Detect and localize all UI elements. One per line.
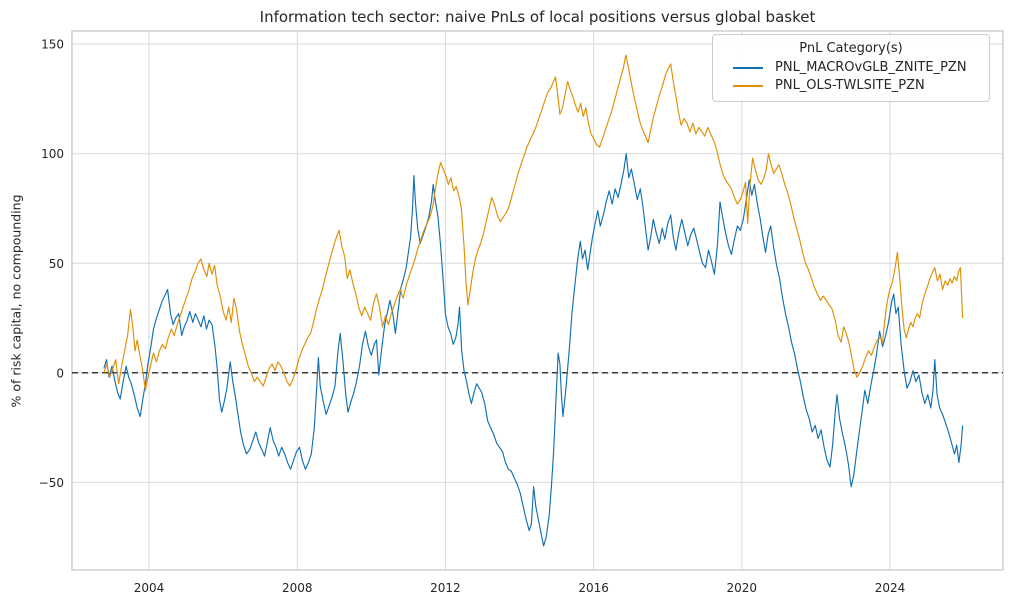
x-tick-label: 2004 [134, 581, 165, 595]
plot-border [71, 30, 1004, 571]
x-tick-label: 2024 [875, 581, 906, 595]
legend-title: PnL Category(s) [799, 41, 903, 56]
legend-entry: PNL_OLS-TWLSITE_PZN [723, 78, 979, 93]
legend-line-swatch-orange [733, 84, 763, 87]
legend-label: PNL_OLS-TWLSITE_PZN [775, 78, 925, 93]
y-tick-label: 0 [56, 366, 64, 380]
legend: PnL Category(s) PNL_MACROvGLB_ZNITE_PZN … [712, 34, 990, 102]
y-tick-label: 50 [49, 257, 64, 271]
legend-entry: PNL_MACROvGLB_ZNITE_PZN [723, 60, 979, 75]
chart-title: Information tech sector: naive PnLs of l… [259, 8, 816, 26]
x-tick-label: 2012 [430, 581, 461, 595]
x-tick-label: 2016 [578, 581, 609, 595]
y-tick-label: −50 [39, 476, 64, 490]
legend-label: PNL_MACROvGLB_ZNITE_PZN [775, 60, 967, 75]
x-tick-label: 2020 [727, 581, 758, 595]
y-tick-label: 150 [41, 38, 64, 52]
series-line-PNL_OLS-TWLSITE_PZN [103, 54, 964, 391]
y-tick-label: 100 [41, 147, 64, 161]
legend-line-swatch-blue [733, 66, 763, 69]
series-line-PNL_MACROvGLB_ZNITE_PZN [103, 153, 964, 547]
x-tick-label: 2008 [282, 581, 313, 595]
